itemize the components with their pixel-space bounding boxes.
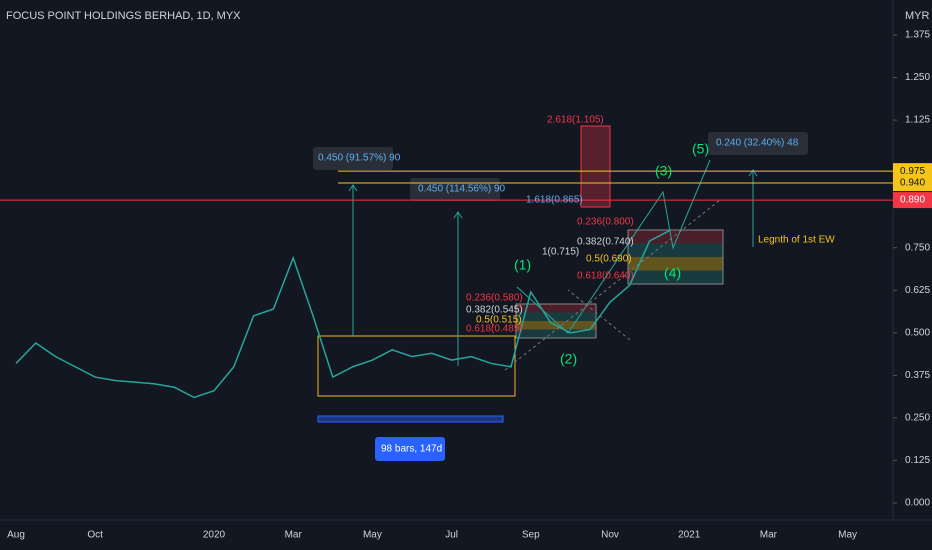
- annotation: 2.618(1.105): [547, 115, 604, 126]
- arrow-head: [748, 169, 758, 177]
- y-tick-label: 0.000: [905, 498, 930, 509]
- annotation: 0.240 (32.40%) 48: [716, 138, 799, 149]
- annotation: (3): [655, 163, 672, 179]
- x-tick-label: May: [363, 530, 382, 541]
- annotation: 1(0.715): [542, 247, 579, 258]
- annotation: 1.618(0.865): [526, 195, 583, 206]
- annotation: (1): [514, 257, 531, 273]
- y-tick-label: 0.750: [905, 242, 930, 253]
- annotation: 0.618(0.640): [577, 271, 634, 282]
- measure-label-box: [708, 132, 808, 155]
- x-tick-label: May: [838, 530, 857, 541]
- range-box: [317, 335, 516, 397]
- x-tick-label: Aug: [7, 530, 25, 541]
- annotation: 0.236(0.580): [466, 293, 523, 304]
- annotation: 0.382(0.740): [577, 237, 634, 248]
- fib-zone: [516, 329, 596, 338]
- x-tick-label: Mar: [760, 530, 778, 541]
- price-label: 0.975: [900, 166, 925, 177]
- y-tick-label: 0.500: [905, 327, 930, 338]
- annotation: Legnth of 1st EW: [758, 235, 835, 246]
- annotation: (2): [560, 351, 577, 367]
- trend-dash: [567, 289, 631, 341]
- date-range-label-box: [375, 437, 445, 461]
- x-tick-label: 2021: [678, 530, 701, 541]
- arrow-head: [453, 211, 463, 219]
- annotation: 0.5(0.515): [476, 315, 522, 326]
- annotation: 0.236(0.800): [577, 217, 634, 228]
- fib-zone: [628, 243, 723, 257]
- x-tick-label: Oct: [87, 530, 103, 541]
- x-tick-label: Mar: [285, 530, 303, 541]
- wave-line: [516, 159, 711, 334]
- fib-zone: [516, 312, 596, 321]
- arrow-head: [348, 184, 358, 192]
- fib-zone: [628, 270, 723, 284]
- trend-dash: [504, 199, 721, 371]
- y-tick-label: 0.375: [905, 370, 930, 381]
- y-tick-label: 1.250: [905, 72, 930, 83]
- x-tick-label: Nov: [601, 530, 619, 541]
- price-label: 0.890: [900, 195, 925, 206]
- y-tick-label: 1.125: [905, 115, 930, 126]
- y-tick-label: 0.250: [905, 413, 930, 424]
- price-label-box: [893, 175, 932, 192]
- y-tick-label: 0.625: [905, 285, 930, 296]
- measure-label-box: [313, 147, 393, 170]
- annotation: 0.5(0.690): [586, 254, 632, 265]
- y-tick-label: 1.375: [905, 30, 930, 41]
- x-tick-label: Sep: [522, 530, 540, 541]
- annotation: 0.382(0.545): [466, 305, 523, 316]
- date-range-bar: [317, 415, 504, 423]
- price-line-series: [15, 230, 670, 399]
- currency: MYR: [905, 10, 930, 22]
- price-label-box: [893, 192, 932, 209]
- annotation: (5): [692, 141, 709, 157]
- annotation: 98 bars, 147d: [381, 444, 442, 455]
- fib-zone: [516, 304, 596, 313]
- x-tick-label: 2020: [203, 530, 226, 541]
- y-tick-label: 0.125: [905, 455, 930, 466]
- fib-zone: [628, 257, 723, 271]
- price-label: 0.940: [900, 178, 925, 189]
- annotation: 0.618(0.485): [466, 324, 523, 335]
- x-tick-label: Jul: [445, 530, 458, 541]
- measure-label-box: [410, 178, 500, 201]
- chart-title: FOCUS POINT HOLDINGS BERHAD, 1D, MYX: [6, 10, 241, 22]
- annotation: (4): [664, 265, 681, 281]
- annotation: 0.450 (91.57%) 90: [318, 153, 401, 164]
- extension-box: [580, 125, 611, 208]
- fib-frame: [627, 229, 724, 285]
- annotation: 0.450 (114.56%) 90: [418, 184, 506, 195]
